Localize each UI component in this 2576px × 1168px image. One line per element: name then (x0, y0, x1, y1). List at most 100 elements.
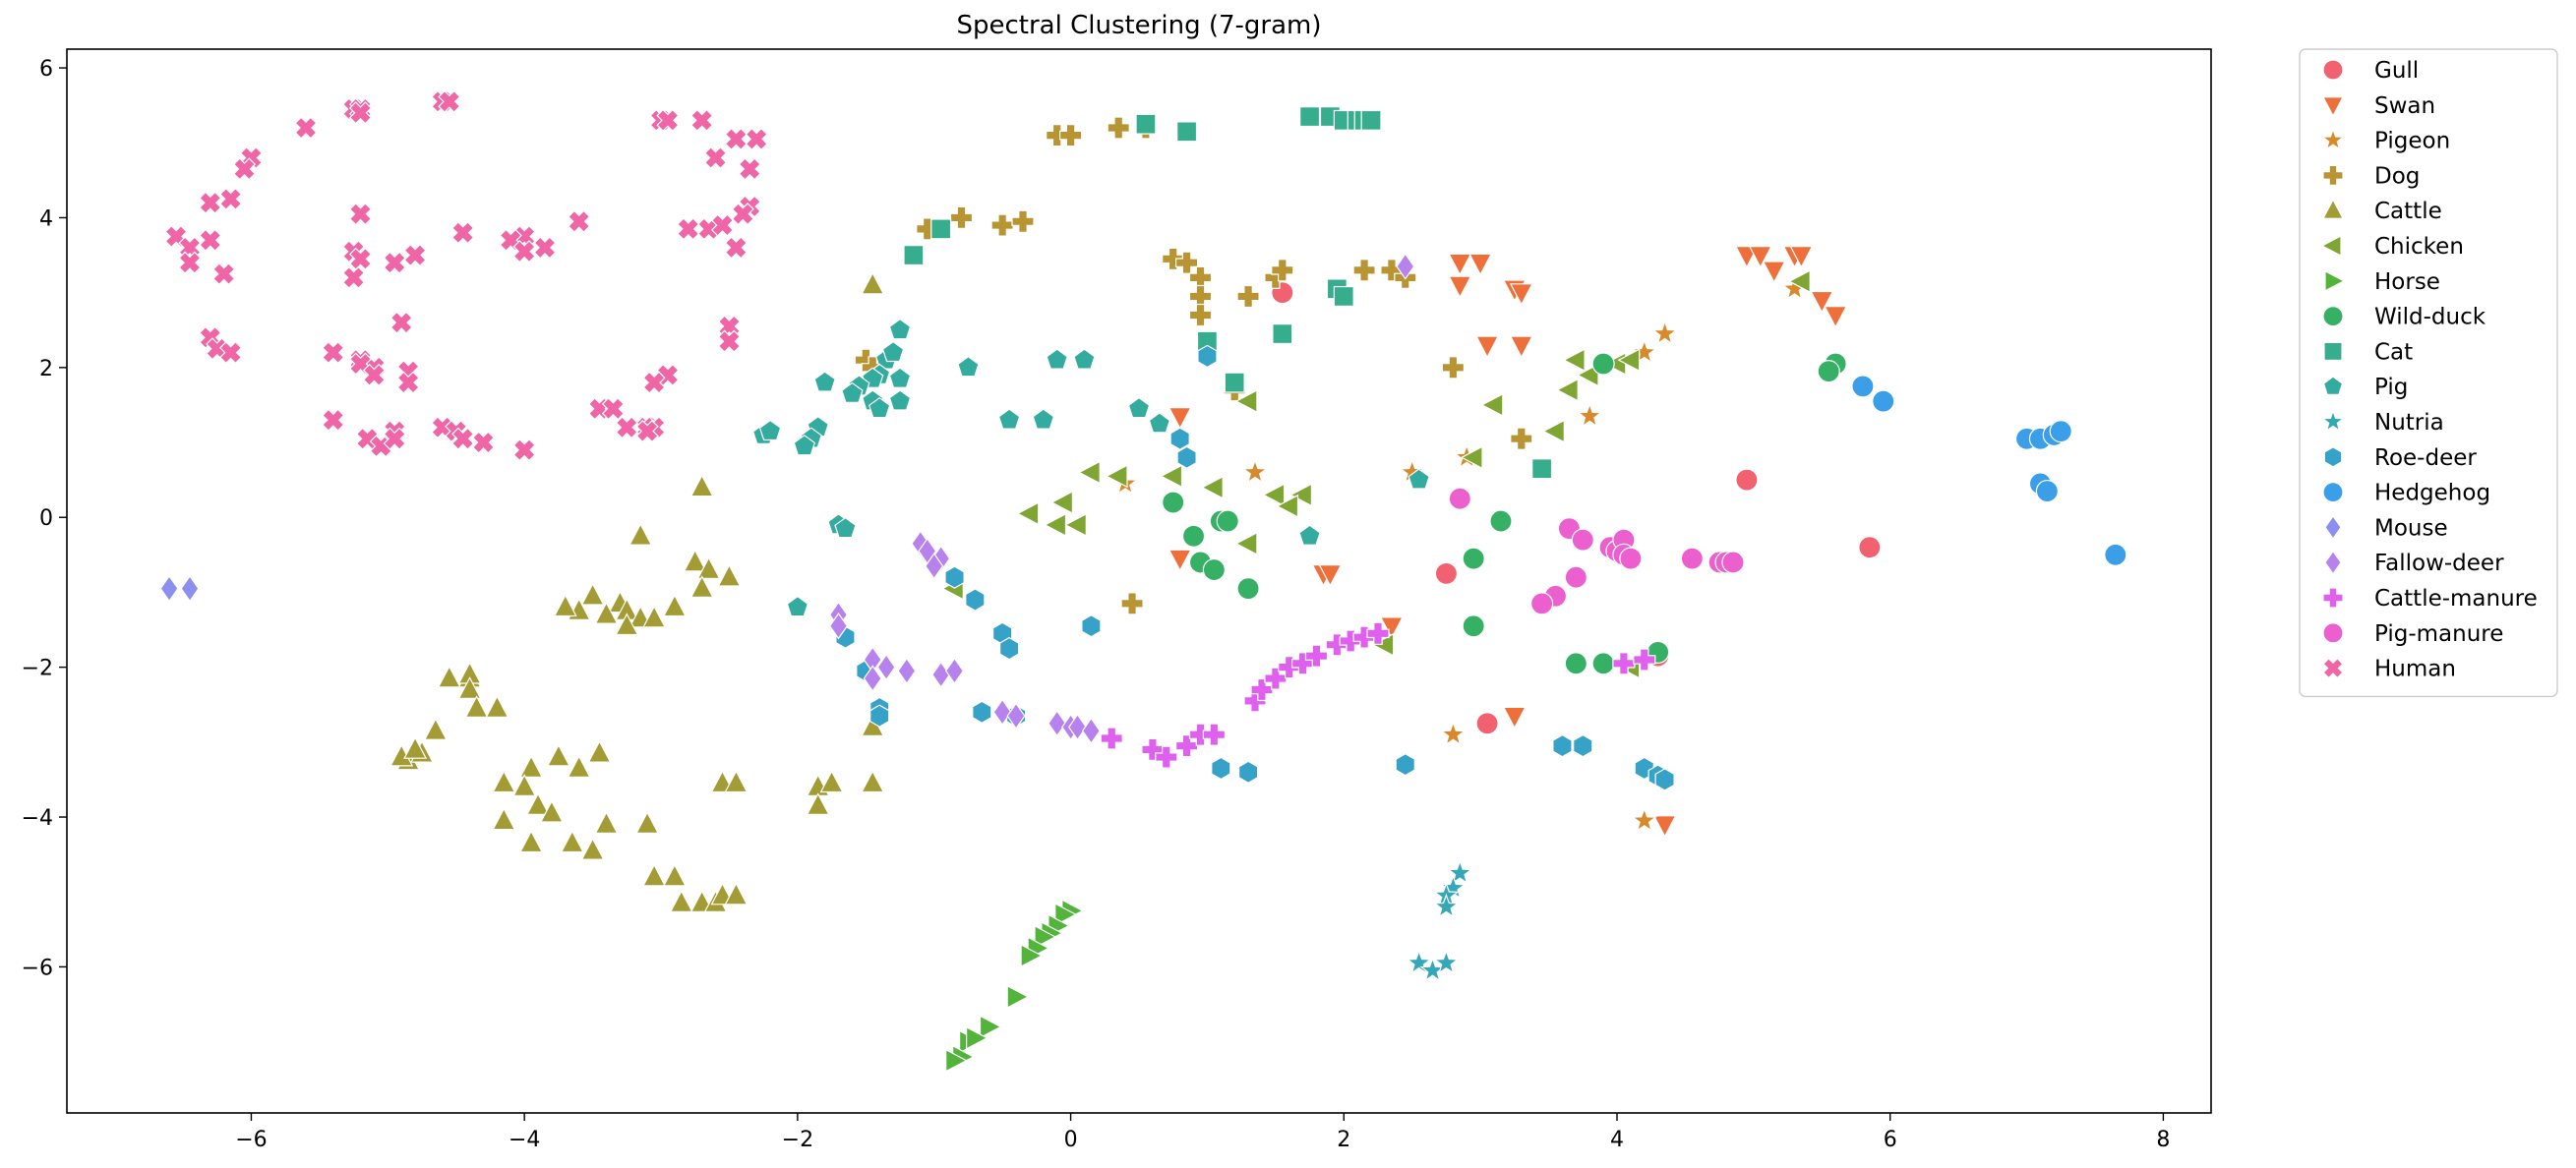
point-gull (1858, 536, 1882, 559)
point-dog (949, 205, 974, 229)
point-human (512, 240, 536, 263)
point-cattle (519, 755, 544, 778)
point-horse (1054, 903, 1077, 927)
point-swan (1502, 706, 1527, 730)
point-horse (1006, 984, 1030, 1009)
legend-item-horse: Horse (2324, 269, 2440, 295)
point-fallow-deer (876, 653, 896, 681)
point-fallow-deer (1396, 253, 1415, 280)
point-chicken (1234, 531, 1258, 555)
series-swan (1168, 246, 1848, 838)
point-swan (1475, 335, 1500, 359)
legend-item-roe-deer: Roe-deer (2323, 445, 2477, 471)
point-dog (1107, 116, 1130, 140)
point-fallow-deer (863, 665, 882, 692)
point-cattle (560, 830, 584, 853)
point-human (738, 157, 761, 181)
point-dog (1188, 303, 1213, 327)
point-human (178, 251, 202, 274)
point-fallow-deer (925, 553, 944, 580)
point-horse (1034, 924, 1057, 949)
point-pigeon (1241, 458, 1269, 484)
point-wild-duck (1202, 557, 1226, 582)
series-cat (903, 106, 1553, 480)
point-chicken (1078, 460, 1101, 485)
series-fallow-deer (828, 253, 1415, 745)
x-tick-label: 8 (2156, 1128, 2170, 1152)
point-cat (1135, 113, 1157, 135)
point-horse (979, 1015, 1002, 1039)
point-chicken (1460, 445, 1483, 470)
point-nutria (1447, 859, 1473, 885)
point-human (533, 236, 557, 260)
point-human (438, 89, 461, 113)
legend-label: Cattle (2374, 199, 2442, 224)
legend-label: Cattle-manure (2374, 586, 2538, 612)
y-tick-label: 0 (39, 506, 53, 531)
point-pig (813, 371, 836, 392)
legend-frame (2299, 48, 2558, 698)
point-swan (1168, 549, 1192, 572)
point-cattle (512, 774, 537, 796)
point-roe-deer (1176, 445, 1197, 469)
point-human (471, 431, 496, 454)
x-tick-label: 0 (1064, 1128, 1078, 1152)
point-swan (1509, 335, 1533, 359)
point-cattle (580, 837, 605, 860)
point-roe-deer (1169, 427, 1190, 450)
series-roe-deer (835, 344, 1675, 791)
point-pigeon (1577, 402, 1603, 428)
point-cattle (594, 811, 619, 835)
chart-title: Spectral Clustering (7-gram) (956, 11, 1321, 40)
legend-label: Gull (2374, 58, 2419, 84)
legend-item-cat: Cat (2323, 339, 2413, 365)
point-roe-deer (972, 700, 992, 724)
x-tick-label: 4 (1610, 1128, 1624, 1152)
x-tick-label: −6 (235, 1128, 267, 1152)
point-dog (1441, 356, 1466, 380)
point-swan (1789, 246, 1814, 268)
point-human (568, 209, 591, 233)
series-hedgehog (1851, 375, 2127, 566)
point-pig-manure (1530, 592, 1554, 615)
x-tick-label: −2 (782, 1128, 813, 1152)
point-human (677, 217, 700, 241)
point-pig (888, 389, 912, 411)
point-chicken (1576, 363, 1599, 387)
point-pig (834, 516, 857, 539)
point-roe-deer (1573, 733, 1593, 758)
point-pig-manure (1680, 547, 1704, 570)
legend-marker-cattle (2322, 198, 2344, 219)
legend-marker-pig (2322, 376, 2344, 395)
point-roe-deer (1197, 344, 1218, 369)
legend-item-human: Human (2322, 657, 2456, 682)
point-human (348, 101, 373, 125)
legend-item-mouse: Mouse (2324, 514, 2448, 541)
legend-label: Chicken (2374, 234, 2464, 260)
legend-label: Dog (2374, 163, 2420, 189)
point-cattle (669, 890, 693, 913)
legend-label: Hedgehog (2374, 481, 2490, 506)
point-chicken (1480, 392, 1504, 417)
point-roe-deer (869, 704, 890, 728)
point-pig (1298, 524, 1321, 546)
point-swan (1748, 246, 1772, 268)
point-pig (868, 396, 891, 419)
point-cattle-manure (1100, 727, 1123, 750)
point-gull (1735, 468, 1759, 492)
y-tick-label: −6 (22, 956, 53, 980)
point-dog (1236, 284, 1260, 309)
point-pig-manure (1619, 547, 1643, 570)
point-human (717, 329, 742, 353)
legend-item-pig-manure: Pig-manure (2322, 621, 2503, 647)
point-cattle (580, 582, 605, 606)
legend-label: Swan (2374, 93, 2435, 119)
point-human (322, 408, 345, 432)
point-wild-duck (1462, 547, 1485, 570)
legend-label: Nutria (2374, 410, 2444, 436)
point-roe-deer (1237, 760, 1259, 784)
legend-marker-wild-duck (2322, 306, 2344, 327)
markers-layer (159, 89, 2127, 1073)
point-cat (1224, 372, 1245, 393)
point-chicken (1105, 464, 1128, 489)
